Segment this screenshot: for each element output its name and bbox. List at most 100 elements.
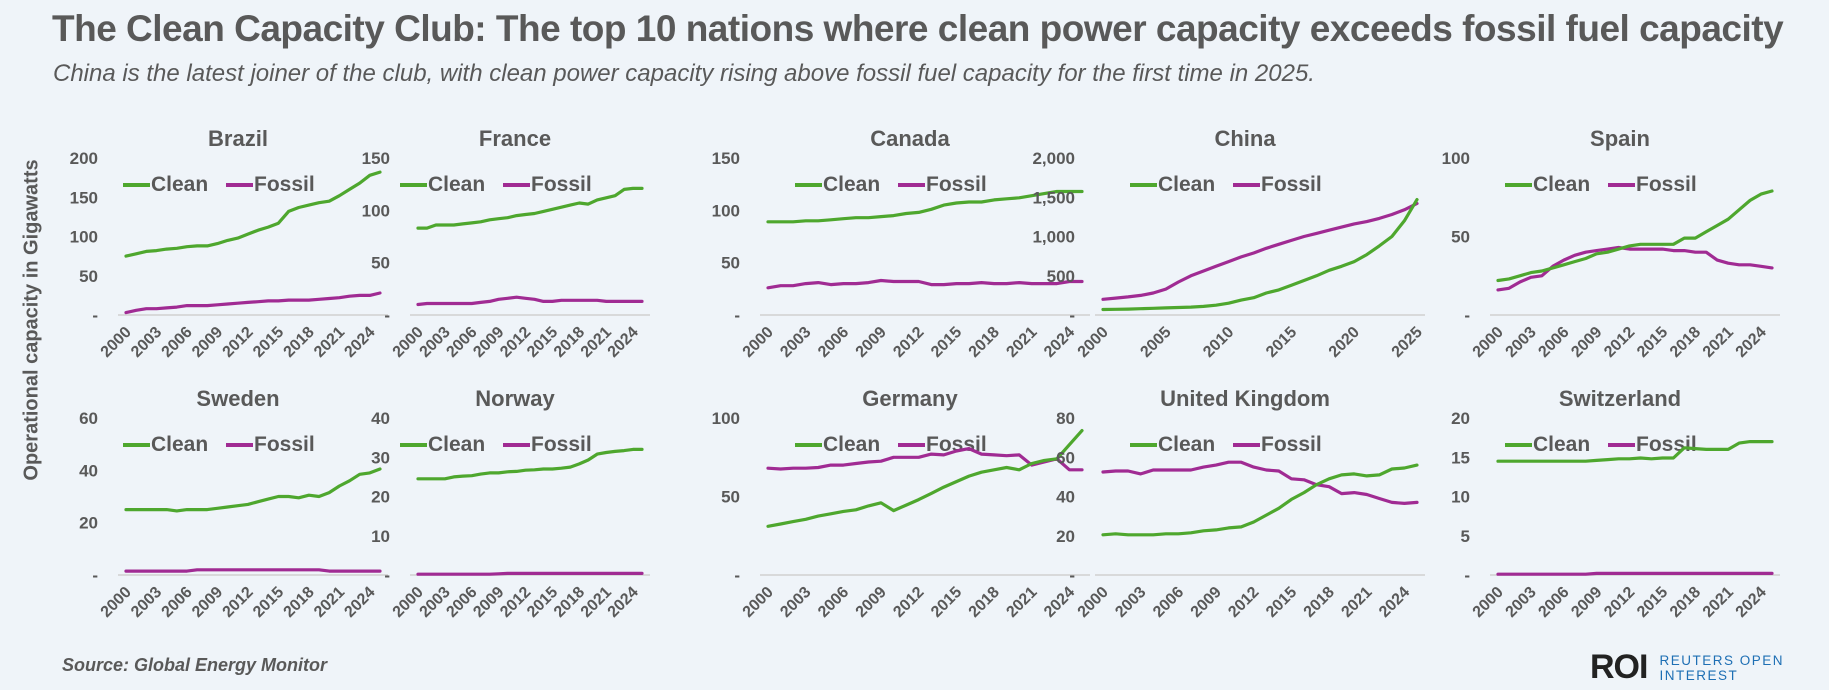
x-tick-label: 2024 <box>1733 584 1770 621</box>
x-tick-label: 2015 <box>250 584 287 621</box>
x-tick-label: 2012 <box>497 324 534 361</box>
panel-title: Brazil <box>208 126 268 151</box>
x-tick-label: 2009 <box>1568 584 1605 621</box>
x-tick-label: 2006 <box>1535 324 1572 361</box>
y-tick-label: 30 <box>371 448 390 467</box>
x-tick-label: 2000 <box>740 584 777 621</box>
series-line-clean <box>1496 440 1774 463</box>
y-tick-label: 50 <box>79 267 98 286</box>
series-line-fossil <box>416 571 644 576</box>
y-tick-label: - <box>1069 306 1075 325</box>
y-tick-label: 1,500 <box>1032 188 1075 207</box>
y-tick-label: - <box>92 566 98 585</box>
y-tick-label: 100 <box>362 201 390 220</box>
y-tick-label: 80 <box>1056 409 1075 428</box>
y-tick-label: - <box>734 566 740 585</box>
y-tick-label: 500 <box>1047 267 1075 286</box>
legend-label-fossil: Fossil <box>531 173 592 196</box>
page-title: The Clean Capacity Club: The top 10 nati… <box>52 8 1784 49</box>
series-line-clean <box>124 170 382 258</box>
x-tick-label: 2000 <box>1470 584 1507 621</box>
x-tick-label: 2018 <box>551 324 588 361</box>
y-tick-label: 2,000 <box>1032 149 1075 168</box>
y-tick-label: - <box>734 306 740 325</box>
x-tick-label: 2003 <box>1112 584 1149 621</box>
x-tick-label: 2009 <box>470 324 507 361</box>
x-tick-label: 2024 <box>1041 324 1078 361</box>
x-tick-label: 2009 <box>853 324 890 361</box>
x-tick-label: 2010 <box>1200 324 1237 361</box>
x-tick-label: 2000 <box>98 584 135 621</box>
x-tick-label: 2015 <box>1634 324 1671 361</box>
series-line-clean <box>766 189 1084 224</box>
series-line-clean <box>1101 198 1419 312</box>
y-tick-label: 40 <box>79 461 98 480</box>
legend-label-clean: Clean <box>1533 433 1590 456</box>
y-tick-label: 50 <box>371 254 390 273</box>
x-tick-label: 2015 <box>928 584 965 621</box>
x-tick-label: 2021 <box>311 324 348 361</box>
panel-sweden: Sweden Clean Fossil - 20 40 60 2000200320062009… <box>79 386 388 621</box>
x-tick-label: 2003 <box>1503 584 1540 621</box>
x-tick-label: 2018 <box>1667 584 1704 621</box>
series-line-fossil <box>124 291 382 315</box>
x-tick-label: 2015 <box>1634 584 1671 621</box>
x-tick-label: 2009 <box>470 584 507 621</box>
x-tick-label: 2000 <box>1075 324 1112 361</box>
x-tick-label: 2015 <box>928 324 965 361</box>
legend-label-clean: Clean <box>151 433 208 456</box>
x-tick-label: 2015 <box>1263 324 1300 361</box>
legend-label-clean: Clean <box>151 173 208 196</box>
y-tick-label: 100 <box>712 201 740 220</box>
x-tick-label: 2006 <box>815 584 852 621</box>
x-tick-label: 2000 <box>390 324 427 361</box>
y-tick-label: 150 <box>712 149 740 168</box>
x-tick-label: 2021 <box>1003 324 1040 361</box>
series-line-fossil <box>766 447 1084 472</box>
x-tick-label: 2021 <box>1003 584 1040 621</box>
series-line-clean <box>1101 463 1419 537</box>
panel-title: China <box>1214 126 1276 151</box>
y-tick-label: 1,000 <box>1032 228 1075 247</box>
roi-logo: ROI REUTERS OPEN INTEREST <box>1590 648 1784 687</box>
x-tick-label: 2009 <box>1568 324 1605 361</box>
panel-title: Sweden <box>196 386 279 411</box>
x-tick-label: 2021 <box>578 584 615 621</box>
x-tick-label: 2015 <box>524 324 561 361</box>
panel-title: Canada <box>870 126 950 151</box>
y-tick-label: 20 <box>79 514 98 533</box>
x-tick-label: 2000 <box>390 584 427 621</box>
x-tick-label: 2009 <box>853 584 890 621</box>
x-tick-label: 2024 <box>1041 584 1078 621</box>
legend-label-fossil: Fossil <box>1261 173 1322 196</box>
panel-title: United Kingdom <box>1160 386 1330 411</box>
y-tick-label: 20 <box>1056 527 1075 546</box>
x-tick-label: 2006 <box>1150 584 1187 621</box>
y-tick-label: - <box>384 306 390 325</box>
roi-logo-line2: INTEREST <box>1659 667 1739 683</box>
legend-label-fossil: Fossil <box>1636 433 1697 456</box>
x-tick-label: 2018 <box>551 584 588 621</box>
page-subtitle: China is the latest joiner of the club, … <box>53 60 1315 87</box>
roi-logo-line1: REUTERS OPEN <box>1659 652 1784 668</box>
y-tick-label: 60 <box>1056 448 1075 467</box>
y-tick-label: 10 <box>371 527 390 546</box>
legend-label-clean: Clean <box>1533 173 1590 196</box>
x-tick-label: 2012 <box>220 324 257 361</box>
legend-label-clean: Clean <box>823 433 880 456</box>
y-tick-label: - <box>1464 566 1470 585</box>
legend-label-fossil: Fossil <box>254 433 315 456</box>
x-tick-label: 2003 <box>777 324 814 361</box>
x-tick-label: 2021 <box>1700 584 1737 621</box>
series-line-fossil <box>124 568 382 573</box>
x-tick-label: 2012 <box>890 584 927 621</box>
y-tick-label: - <box>384 566 390 585</box>
y-tick-label: 100 <box>1442 149 1470 168</box>
roi-logo-mark: ROI <box>1590 648 1648 686</box>
y-tick-label: 150 <box>362 149 390 168</box>
x-tick-label: 2012 <box>1225 584 1262 621</box>
panel-title: Switzerland <box>1559 386 1681 411</box>
